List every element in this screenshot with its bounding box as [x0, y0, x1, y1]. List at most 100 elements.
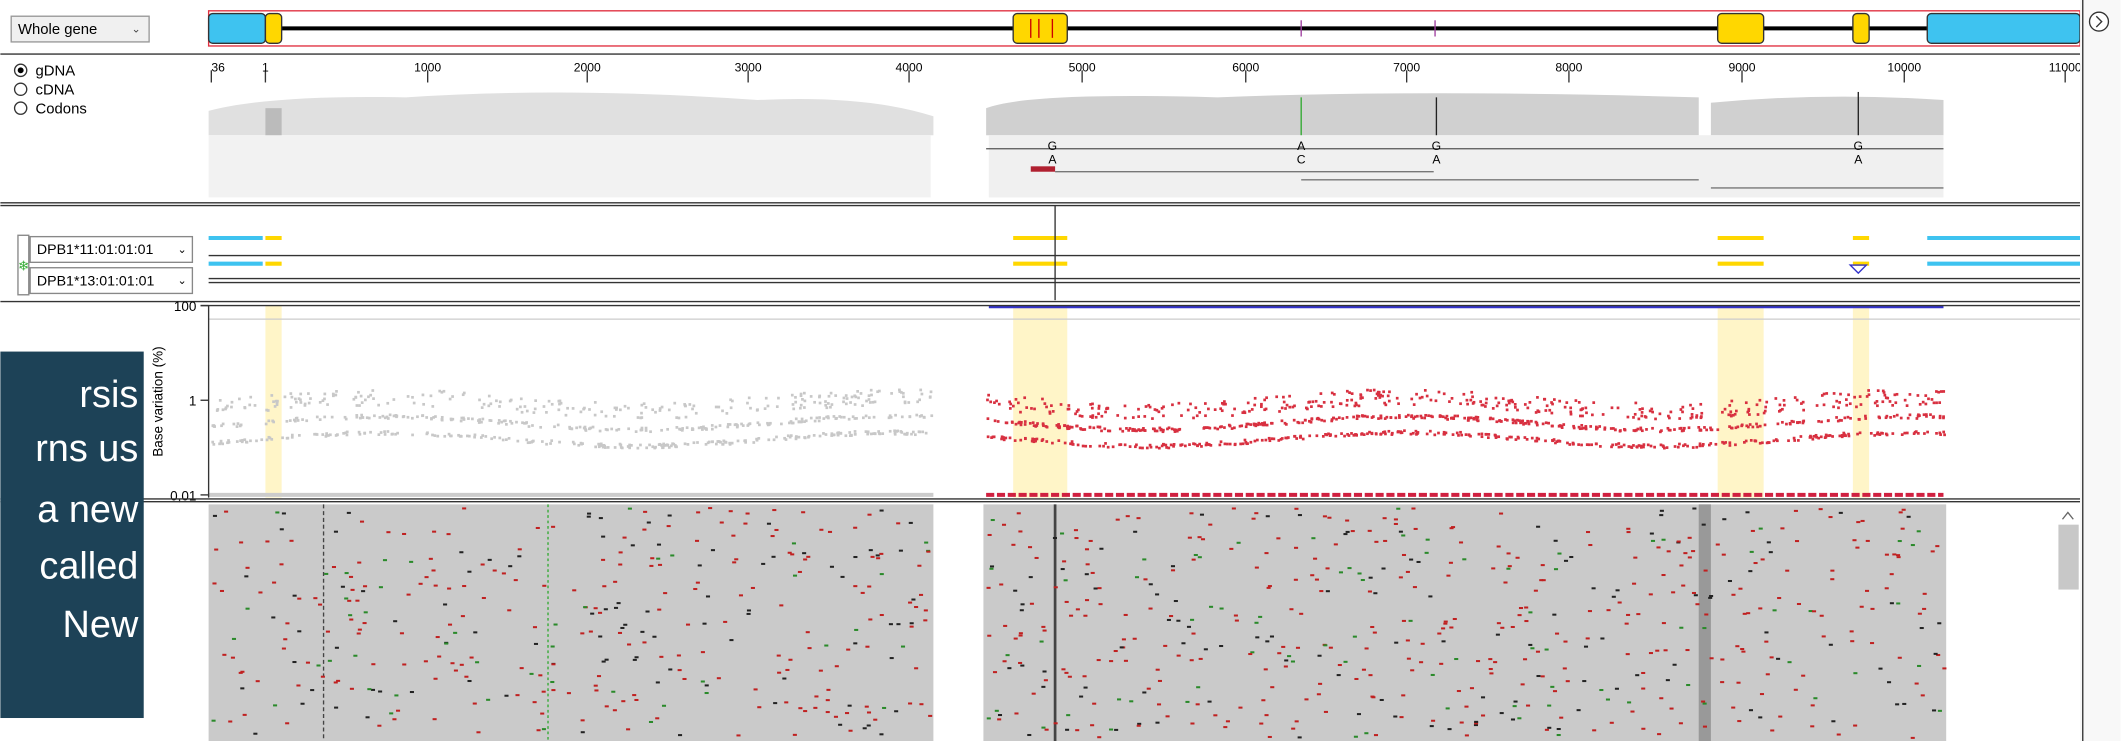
read-mismatch	[1766, 673, 1770, 675]
read-mismatch	[363, 622, 367, 624]
read-mismatch	[297, 598, 301, 600]
point	[624, 405, 627, 408]
point	[1497, 435, 1500, 438]
read-mismatch	[792, 542, 796, 544]
read-mismatch	[326, 631, 330, 633]
point	[1645, 428, 1648, 431]
read-mismatch	[467, 571, 471, 573]
read-mismatch	[1703, 726, 1707, 728]
read-mismatch	[1074, 529, 1078, 531]
read-mismatch	[1135, 576, 1139, 578]
point	[698, 427, 701, 430]
point	[1011, 421, 1014, 424]
point	[1187, 409, 1190, 412]
point	[504, 419, 507, 422]
read-mismatch	[1383, 517, 1387, 519]
read-mismatch	[882, 707, 886, 709]
read-mismatch	[1513, 705, 1517, 707]
point	[1682, 444, 1685, 447]
read-mismatch	[1547, 727, 1551, 729]
read-mismatch	[1199, 658, 1203, 660]
point	[1783, 399, 1786, 402]
point	[1224, 443, 1227, 446]
point	[1849, 402, 1852, 405]
point	[1641, 411, 1644, 414]
point	[1468, 434, 1471, 437]
point	[1155, 446, 1158, 449]
read-mismatch	[1541, 564, 1545, 566]
view-select[interactable]: Whole gene ⌄	[11, 16, 149, 42]
point	[460, 420, 463, 423]
overlay-text: rns us	[35, 428, 138, 470]
read-mismatch	[1616, 589, 1620, 591]
read-mismatch	[919, 703, 923, 705]
point	[1737, 426, 1740, 429]
point	[1478, 433, 1481, 436]
allele-select[interactable]: DPB1*11:01:01:01⌄	[30, 237, 192, 263]
read-mismatch	[1920, 627, 1924, 629]
radio[interactable]	[15, 83, 27, 95]
read-mismatch	[301, 703, 305, 705]
point	[443, 390, 446, 393]
read-mismatch	[1294, 508, 1298, 510]
point	[752, 441, 755, 444]
point	[1023, 396, 1026, 399]
point	[1416, 415, 1419, 418]
read-mismatch	[1003, 660, 1007, 662]
point	[1845, 404, 1848, 407]
point	[1444, 417, 1447, 420]
point	[1351, 392, 1354, 395]
read-mismatch	[1156, 669, 1160, 671]
read-mismatch	[1885, 554, 1889, 556]
read-mismatch	[554, 624, 558, 626]
point	[236, 440, 239, 443]
allele-select[interactable]: DPB1*13:01:01:01⌄	[30, 268, 192, 294]
point	[1459, 402, 1462, 405]
read-mismatch	[1313, 558, 1317, 560]
point	[321, 433, 324, 436]
point	[893, 429, 896, 432]
read-mismatch	[1428, 595, 1432, 597]
point	[1174, 429, 1177, 432]
point	[614, 407, 617, 410]
point	[1151, 417, 1154, 420]
read-mismatch	[1357, 713, 1361, 715]
point	[711, 424, 714, 427]
read-mismatch	[1618, 601, 1622, 603]
point	[383, 430, 386, 433]
read-mismatch	[349, 619, 353, 621]
read-mismatch	[1373, 592, 1377, 594]
point	[1942, 390, 1945, 393]
point	[795, 438, 798, 441]
read-mismatch	[1534, 590, 1538, 592]
point	[1014, 439, 1017, 442]
point	[613, 415, 616, 418]
read-mismatch	[1007, 667, 1011, 669]
read-mismatch	[542, 691, 546, 693]
read-mismatch	[1014, 638, 1018, 640]
read-mismatch	[371, 689, 375, 691]
point	[693, 405, 696, 408]
point	[1278, 410, 1281, 413]
point	[1092, 426, 1095, 429]
read-mismatch	[1780, 527, 1784, 529]
read-mismatch	[1040, 641, 1044, 643]
read-mismatch	[1254, 512, 1258, 514]
point	[1697, 426, 1700, 429]
point	[216, 409, 219, 412]
point	[524, 405, 527, 408]
radio[interactable]	[15, 102, 27, 114]
read-mismatch	[280, 528, 284, 530]
read-mismatch	[1670, 708, 1674, 710]
read-mismatch	[1109, 660, 1113, 662]
point	[1517, 437, 1520, 440]
point	[716, 440, 719, 443]
point	[1229, 425, 1232, 428]
point	[369, 394, 372, 397]
point	[1617, 442, 1620, 445]
read-mismatch	[989, 568, 993, 570]
read-mismatch	[1625, 623, 1629, 625]
point	[764, 407, 767, 410]
read-mismatch	[482, 597, 486, 599]
point	[1233, 426, 1236, 429]
